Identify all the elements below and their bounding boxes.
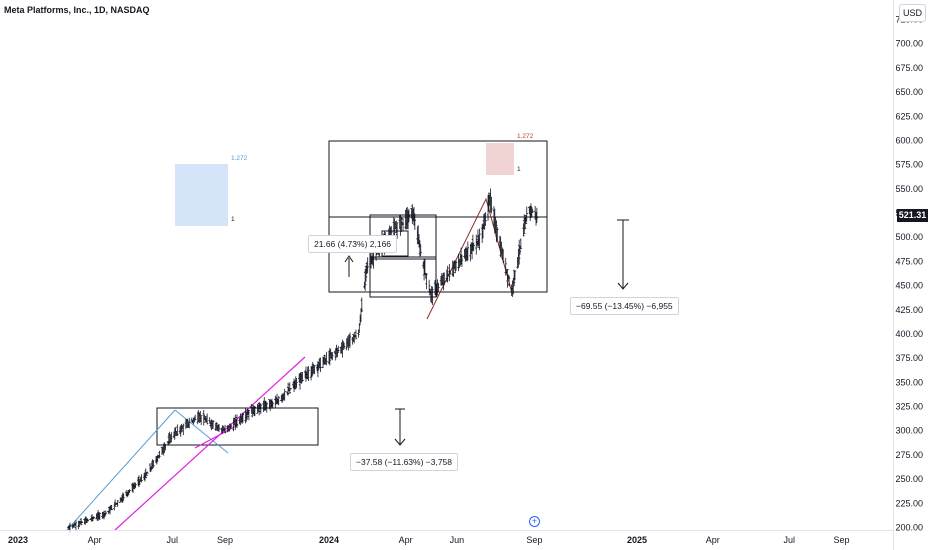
y-tick-label: 375.00 <box>895 353 923 363</box>
y-tick-label: 625.00 <box>895 111 923 121</box>
symbol-title: Meta Platforms, Inc., 1D, NASDAQ <box>4 5 150 15</box>
y-tick-label: 550.00 <box>895 184 923 194</box>
y-tick-label: 675.00 <box>895 63 923 73</box>
x-tick-label: Apr <box>88 535 102 545</box>
x-tick-label: 2024 <box>319 535 339 545</box>
fib-extension-blue <box>175 164 228 226</box>
y-tick-label: 650.00 <box>895 87 923 97</box>
y-tick-label: 600.00 <box>895 135 923 145</box>
currency-button[interactable]: USD <box>899 4 926 22</box>
x-tick-label: Jul <box>166 535 178 545</box>
y-tick-label: 225.00 <box>895 498 923 508</box>
y-tick-label: 500.00 <box>895 232 923 242</box>
x-tick-label: 2025 <box>627 535 647 545</box>
last-price-tag: 521.31 <box>897 209 928 222</box>
y-tick-label: 400.00 <box>895 329 923 339</box>
zone-2023-box <box>156 407 319 446</box>
magenta-channel-lower <box>114 356 306 531</box>
y-tick-label: 275.00 <box>895 450 923 460</box>
x-tick-label: Sep <box>526 535 542 545</box>
x-tick-label: Apr <box>706 535 720 545</box>
zone-upper-box <box>328 140 548 218</box>
magenta-channel-upper <box>194 424 239 449</box>
fib-extension-red <box>486 143 514 175</box>
blue-trendline-2 <box>174 409 229 454</box>
fib-label-red-base: 1 <box>517 166 521 173</box>
arrow-up-head <box>344 255 354 263</box>
x-tick-label: Apr <box>399 535 413 545</box>
blue-trendline <box>66 409 176 531</box>
y-tick-label: 200.00 <box>895 523 923 533</box>
fib-label-blue-base: 1 <box>231 216 235 223</box>
time-axis-border <box>0 530 893 531</box>
measure-label-down-2: −37.58 (−11.63%) −3,758 <box>350 453 459 471</box>
fib-label-red-top: 1.272 <box>517 133 534 140</box>
y-tick-label: 350.00 <box>895 377 923 387</box>
y-tick-label: 250.00 <box>895 474 923 484</box>
y-tick-label: 425.00 <box>895 305 923 315</box>
y-tick-label: 700.00 <box>895 39 923 49</box>
add-icon[interactable]: + <box>529 516 540 527</box>
x-tick-label: 2023 <box>8 535 28 545</box>
measure-label-down-1: −69.55 (−13.45%) −6,955 <box>570 297 679 315</box>
measure-label-up: 21.66 (4.73%) 2,166 <box>308 235 398 253</box>
x-tick-label: Sep <box>833 535 849 545</box>
x-tick-label: Sep <box>217 535 233 545</box>
y-tick-label: 300.00 <box>895 426 923 436</box>
price-axis-border <box>893 0 894 550</box>
zone-inner-box-2 <box>369 256 437 298</box>
y-tick-label: 575.00 <box>895 160 923 170</box>
y-tick-label: 475.00 <box>895 256 923 266</box>
arrow-down-head <box>617 282 629 290</box>
y-tick-label: 450.00 <box>895 281 923 291</box>
x-tick-label: Jun <box>450 535 465 545</box>
arrow-down-head-2 <box>394 438 406 446</box>
fib-label-blue-top: 1.272 <box>231 155 248 162</box>
x-tick-label: Jul <box>784 535 796 545</box>
y-tick-label: 325.00 <box>895 402 923 412</box>
